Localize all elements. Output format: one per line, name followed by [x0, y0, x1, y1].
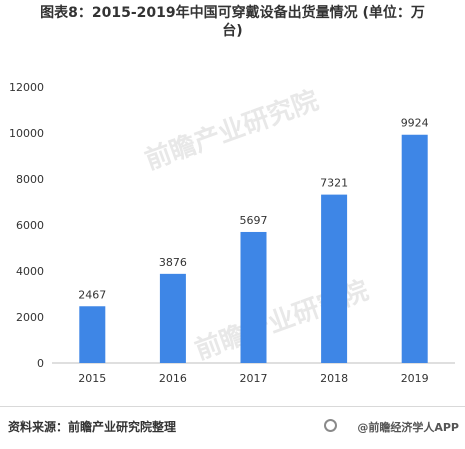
footer: 资料来源：前瞻产业研究院整理 @前瞻经济学人APP — [0, 406, 465, 449]
y-tick-label: 10000 — [9, 127, 44, 140]
chart-title: 图表8：2015-2019年中国可穿戴设备出货量情况 (单位：万 台) — [0, 4, 465, 40]
x-tick-label: 2015 — [78, 372, 106, 385]
chart-title-line-2: 台) — [222, 23, 243, 39]
x-tick-label: 2017 — [240, 372, 268, 385]
x-tick-label: 2016 — [159, 372, 187, 385]
bar — [321, 194, 348, 363]
y-tick-label: 6000 — [16, 219, 44, 232]
data-label: 9924 — [401, 117, 429, 130]
brand-logo-icon — [324, 419, 337, 432]
data-label: 2467 — [78, 288, 106, 301]
chart-title-line-1: 图表8：2015-2019年中国可穿戴设备出货量情况 (单位：万 — [40, 5, 425, 21]
y-tick-label: 0 — [37, 357, 44, 370]
bar — [240, 231, 267, 363]
data-label: 5697 — [240, 214, 268, 227]
y-tick-label: 8000 — [16, 173, 44, 186]
bar — [79, 306, 106, 363]
x-tick-label: 2018 — [320, 372, 348, 385]
y-tick-label: 4000 — [16, 265, 44, 278]
bar — [159, 273, 186, 363]
y-tick-label: 12000 — [9, 81, 44, 94]
data-label: 3876 — [159, 256, 187, 269]
x-tick-label: 2019 — [401, 372, 429, 385]
data-label: 7321 — [320, 177, 348, 190]
bar-chart: 0 2000 4000 6000 8000 10000 12000 2467 2015 3876 2… — [9, 81, 455, 385]
source-note: 资料来源：前瞻产业研究院整理 — [8, 420, 177, 434]
y-tick-label: 2000 — [16, 311, 44, 324]
bar — [401, 134, 428, 363]
footer-brand: @前瞻经济学人APP — [357, 421, 459, 434]
